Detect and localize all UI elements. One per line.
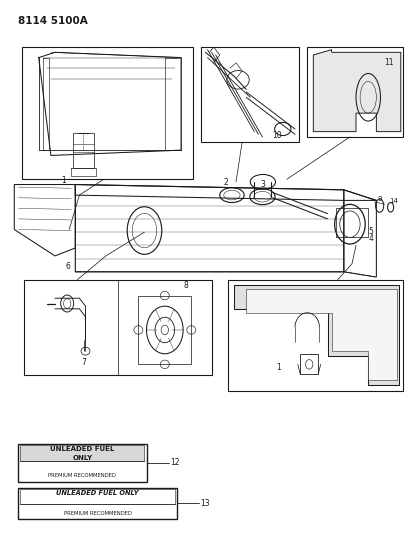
Bar [300,354,318,374]
Text: ONLY: ONLY [72,455,92,461]
Text: PREMIUM RECOMMENDED: PREMIUM RECOMMENDED [64,511,132,515]
Text: 11: 11 [385,58,394,67]
Polygon shape [313,50,401,132]
Text: 12: 12 [170,458,180,467]
Bar [25,280,212,375]
Bar [307,47,403,137]
Text: 10: 10 [272,131,282,140]
Bar [18,443,146,482]
Bar [18,488,177,519]
Bar [21,489,175,504]
Bar [139,296,191,365]
Text: 1: 1 [61,175,66,184]
Bar [73,133,94,167]
Text: 8114 5100A: 8114 5100A [18,16,88,26]
Bar [21,445,145,461]
Text: 1: 1 [277,363,282,372]
Bar [201,47,299,142]
Bar [336,208,368,237]
Text: PREMIUM RECOMMENDED: PREMIUM RECOMMENDED [48,473,116,478]
Text: 2: 2 [224,178,229,187]
Text: 6: 6 [65,262,70,271]
Text: UNLEADED FUEL ONLY: UNLEADED FUEL ONLY [56,490,139,496]
Bar [228,280,403,391]
Text: 5: 5 [368,227,373,236]
Polygon shape [246,289,397,380]
Bar [23,47,193,179]
Polygon shape [234,285,399,385]
Text: 7: 7 [81,358,86,367]
Text: 8: 8 [183,281,188,290]
Text: 9: 9 [378,196,383,202]
Text: 14: 14 [389,198,398,204]
Text: 13: 13 [201,499,210,508]
Text: 3: 3 [261,180,265,189]
Text: 4: 4 [368,233,373,243]
Text: UNLEADED FUEL: UNLEADED FUEL [50,446,115,453]
